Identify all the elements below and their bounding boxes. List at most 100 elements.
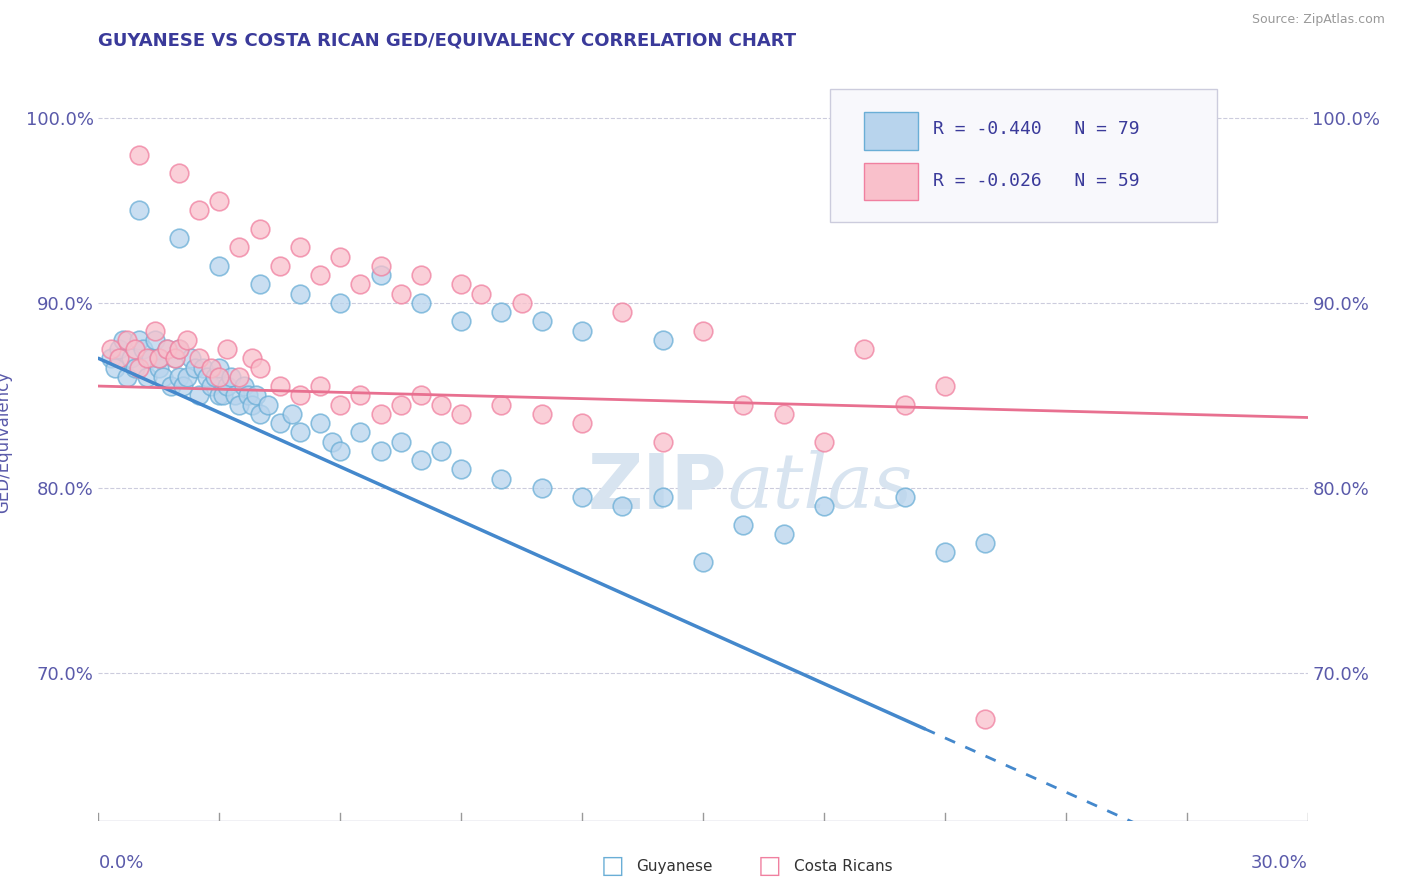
Point <box>160 379 183 393</box>
Point <box>143 333 166 347</box>
Point <box>163 351 186 366</box>
Point <box>167 342 190 356</box>
Point <box>893 398 915 412</box>
Point <box>571 490 593 504</box>
Point <box>167 166 190 180</box>
Point <box>772 407 794 421</box>
Point <box>853 342 876 356</box>
Point <box>389 286 412 301</box>
Point <box>148 351 170 366</box>
Point <box>132 342 155 356</box>
Point <box>269 416 291 430</box>
Point <box>974 712 997 726</box>
Point <box>269 259 291 273</box>
Point <box>208 388 231 402</box>
Point <box>288 286 311 301</box>
Point <box>651 490 673 504</box>
Point <box>281 407 304 421</box>
Point <box>409 453 432 467</box>
Point <box>107 342 129 356</box>
Point <box>651 434 673 449</box>
Point <box>491 398 513 412</box>
Point <box>176 369 198 384</box>
Point <box>228 398 250 412</box>
Point <box>200 379 222 393</box>
Point <box>228 369 250 384</box>
Point <box>103 360 125 375</box>
Point <box>115 369 138 384</box>
Point <box>128 360 150 375</box>
Point <box>148 351 170 366</box>
Point <box>208 360 231 375</box>
Point <box>217 342 239 356</box>
Point <box>530 314 553 328</box>
Point <box>115 333 138 347</box>
Point <box>813 434 835 449</box>
Point <box>934 545 956 559</box>
Point <box>249 407 271 421</box>
Point <box>450 407 472 421</box>
Text: 0.0%: 0.0% <box>98 854 143 871</box>
Point <box>217 379 239 393</box>
Point <box>188 388 211 402</box>
Point <box>167 369 190 384</box>
Point <box>370 259 392 273</box>
Text: 30.0%: 30.0% <box>1251 854 1308 871</box>
Point <box>240 398 263 412</box>
Point <box>510 296 533 310</box>
Point <box>156 342 179 356</box>
Point <box>124 342 146 356</box>
Point <box>349 388 371 402</box>
Point <box>204 369 226 384</box>
Point <box>974 536 997 550</box>
Text: □: □ <box>600 855 624 878</box>
Text: Source: ZipAtlas.com: Source: ZipAtlas.com <box>1251 13 1385 27</box>
Point <box>309 379 332 393</box>
Text: ZIP: ZIP <box>588 450 727 524</box>
Point <box>163 351 186 366</box>
FancyBboxPatch shape <box>863 162 918 201</box>
Point <box>139 351 162 366</box>
Point <box>470 286 492 301</box>
Point <box>221 369 243 384</box>
Point <box>571 324 593 338</box>
Point <box>813 500 835 514</box>
Point <box>111 333 134 347</box>
Point <box>349 277 371 292</box>
Point <box>450 462 472 476</box>
Point <box>692 324 714 338</box>
Point <box>224 388 246 402</box>
Point <box>245 388 267 402</box>
Text: R = -0.440   N = 79: R = -0.440 N = 79 <box>932 120 1139 138</box>
Point <box>370 268 392 282</box>
Point <box>156 342 179 356</box>
Text: GUYANESE VS COSTA RICAN GED/EQUIVALENCY CORRELATION CHART: GUYANESE VS COSTA RICAN GED/EQUIVALENCY … <box>98 32 797 50</box>
Point <box>288 425 311 440</box>
Point <box>389 398 412 412</box>
Point <box>143 324 166 338</box>
Point <box>200 360 222 375</box>
Point <box>329 398 352 412</box>
Point <box>651 333 673 347</box>
Point <box>188 203 211 218</box>
Point <box>249 360 271 375</box>
Point <box>309 416 332 430</box>
Point <box>450 314 472 328</box>
Point <box>430 398 453 412</box>
Point <box>172 379 194 393</box>
Point <box>232 379 254 393</box>
Point <box>256 398 278 412</box>
Y-axis label: GED/Equivalency: GED/Equivalency <box>0 370 11 513</box>
Text: □: □ <box>758 855 782 878</box>
Point <box>195 369 218 384</box>
Point <box>612 305 634 319</box>
Point <box>208 369 231 384</box>
Point <box>329 296 352 310</box>
Point <box>135 351 157 366</box>
Point <box>167 231 190 245</box>
Point <box>269 379 291 393</box>
Point <box>571 416 593 430</box>
Point <box>288 240 311 254</box>
Point <box>491 305 513 319</box>
Text: Guyanese: Guyanese <box>637 859 713 873</box>
